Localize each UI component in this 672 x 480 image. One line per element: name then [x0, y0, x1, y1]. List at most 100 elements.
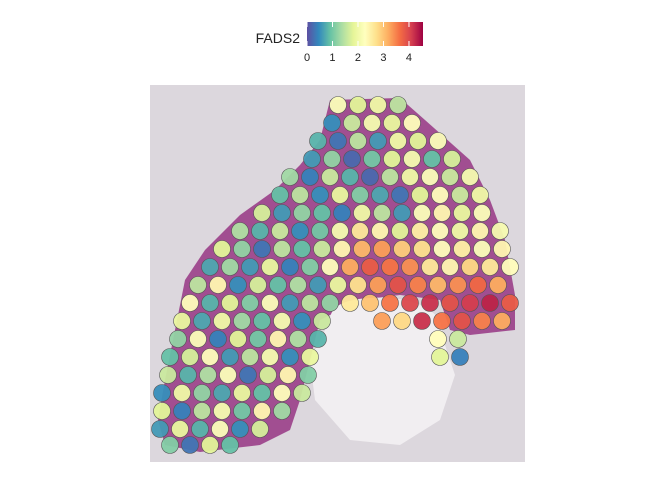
spot: [239, 366, 257, 384]
spot: [299, 366, 317, 384]
colorbar-tick-label: 0: [304, 52, 310, 64]
spot: [213, 402, 231, 420]
spot: [329, 132, 347, 150]
spot: [333, 240, 351, 258]
spot: [193, 384, 211, 402]
spot: [329, 276, 347, 294]
spot: [241, 258, 259, 276]
spot: [449, 276, 467, 294]
colorbar-tick-label: 1: [329, 52, 335, 64]
spot: [421, 258, 439, 276]
spot: [281, 294, 299, 312]
spot: [313, 204, 331, 222]
spot: [249, 330, 267, 348]
spot: [159, 366, 177, 384]
spot: [373, 312, 391, 330]
spot: [393, 204, 411, 222]
spot: [363, 114, 381, 132]
spot: [349, 96, 367, 114]
spot: [429, 330, 447, 348]
spot: [441, 258, 459, 276]
spot: [361, 258, 379, 276]
spot: [421, 294, 439, 312]
spot: [301, 348, 319, 366]
spot: [191, 420, 209, 438]
spot: [383, 114, 401, 132]
spot: [281, 168, 299, 186]
spot: [289, 330, 307, 348]
spot: [409, 132, 427, 150]
spot: [269, 330, 287, 348]
spot: [391, 186, 409, 204]
spot: [421, 168, 439, 186]
spot: [493, 312, 511, 330]
spot: [341, 294, 359, 312]
spot: [473, 204, 491, 222]
spot: [211, 420, 229, 438]
spot: [321, 258, 339, 276]
colorbar-tick-label: 4: [406, 52, 412, 64]
spot: [221, 348, 239, 366]
spot: [313, 240, 331, 258]
spot: [441, 294, 459, 312]
spot: [261, 348, 279, 366]
spot: [303, 150, 321, 168]
spot: [259, 366, 277, 384]
spot: [181, 436, 199, 454]
spot: [273, 312, 291, 330]
spot: [449, 330, 467, 348]
spot: [351, 222, 369, 240]
spot: [443, 150, 461, 168]
spot: [173, 402, 191, 420]
colorbar: [307, 22, 423, 46]
spot: [429, 276, 447, 294]
spot: [201, 436, 219, 454]
spot: [349, 132, 367, 150]
spot: [253, 384, 271, 402]
spot: [333, 204, 351, 222]
spot: [413, 312, 431, 330]
spot: [281, 348, 299, 366]
spot: [241, 294, 259, 312]
spot: [371, 186, 389, 204]
spot: [361, 294, 379, 312]
spot: [301, 258, 319, 276]
spot: [213, 312, 231, 330]
spot: [231, 420, 249, 438]
spot: [233, 402, 251, 420]
spot: [453, 204, 471, 222]
spot: [353, 204, 371, 222]
spot: [401, 168, 419, 186]
spot: [253, 312, 271, 330]
spot: [451, 348, 469, 366]
spot: [369, 276, 387, 294]
spot: [273, 402, 291, 420]
spot: [341, 168, 359, 186]
spot: [153, 384, 171, 402]
spot: [469, 276, 487, 294]
spot: [169, 330, 187, 348]
spot: [173, 312, 191, 330]
spot: [473, 312, 491, 330]
spot: [323, 114, 341, 132]
spot: [311, 186, 329, 204]
spot: [481, 294, 499, 312]
spot: [351, 186, 369, 204]
spot: [201, 348, 219, 366]
spot: [461, 258, 479, 276]
spot: [411, 222, 429, 240]
spot: [371, 222, 389, 240]
spot: [293, 384, 311, 402]
spot: [413, 204, 431, 222]
spot: [181, 294, 199, 312]
spot: [461, 294, 479, 312]
spot: [171, 420, 189, 438]
spot: [233, 240, 251, 258]
spot: [383, 150, 401, 168]
spot: [453, 312, 471, 330]
spot: [461, 168, 479, 186]
spot: [433, 312, 451, 330]
spot: [471, 186, 489, 204]
spot: [313, 312, 331, 330]
spot: [293, 204, 311, 222]
